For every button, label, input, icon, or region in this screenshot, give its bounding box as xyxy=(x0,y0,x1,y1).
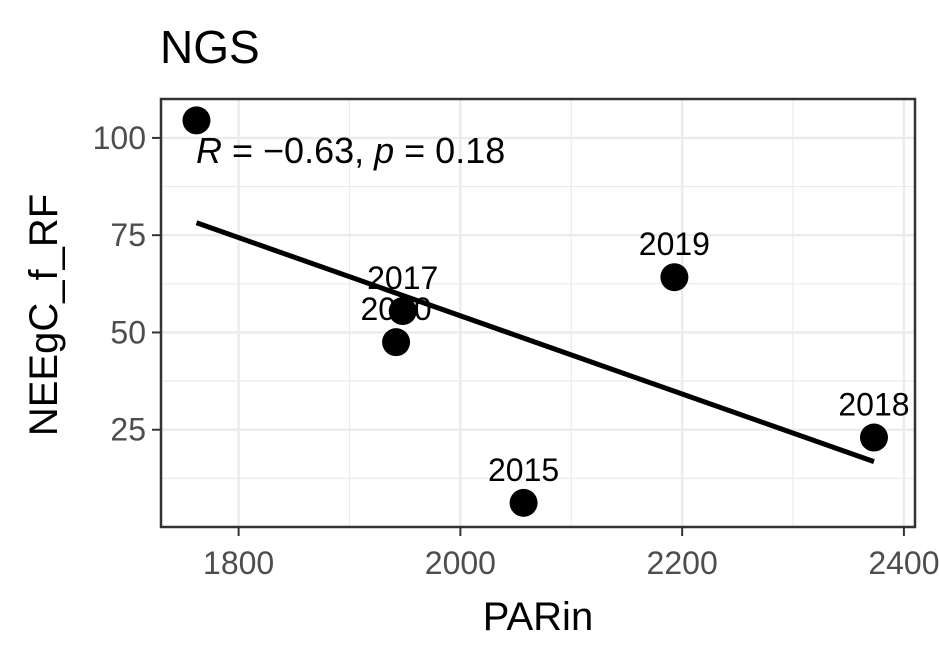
x-axis-title: PARin xyxy=(483,595,593,639)
data-point xyxy=(382,328,411,357)
p-symbol: p xyxy=(373,130,394,171)
y-axis-title: NEEgC_f_RF xyxy=(22,194,66,436)
r-symbol: R xyxy=(196,130,222,171)
point-label: 2017 xyxy=(367,260,438,296)
data-point xyxy=(660,263,689,292)
point-label: 2015 xyxy=(488,452,559,488)
axis-ticks xyxy=(152,136,905,536)
p-value: = 0.18 xyxy=(394,130,505,171)
grid xyxy=(161,99,915,527)
x-tick-label: 2400 xyxy=(868,545,939,581)
y-tick-label: 25 xyxy=(110,412,146,448)
data-point xyxy=(182,106,211,135)
point-label: 2020 xyxy=(360,291,431,327)
y-axis-tick-labels: 25 50 75 100 xyxy=(93,120,146,448)
point-label: 2019 xyxy=(639,226,710,262)
data-point xyxy=(388,297,417,326)
data-point xyxy=(859,423,888,452)
x-tick-label: 1800 xyxy=(203,545,274,581)
point-label: 2018 xyxy=(838,387,909,423)
x-tick-label: 2000 xyxy=(425,545,496,581)
x-tick-label: 2200 xyxy=(647,545,718,581)
y-tick-label: 50 xyxy=(110,314,146,350)
chart-title: NGS xyxy=(160,21,260,73)
correlation-annotation: R = −0.63, p = 0.18 xyxy=(196,130,505,171)
panel-border xyxy=(159,97,917,529)
data-points xyxy=(182,106,888,517)
y-tick-label: 100 xyxy=(93,120,146,156)
y-tick-label: 75 xyxy=(110,217,146,253)
data-point xyxy=(509,488,538,517)
regression-line xyxy=(195,220,875,464)
r-value: = −0.63, xyxy=(222,130,374,171)
x-axis-tick-labels: 1800 2000 2200 2400 xyxy=(203,545,939,581)
